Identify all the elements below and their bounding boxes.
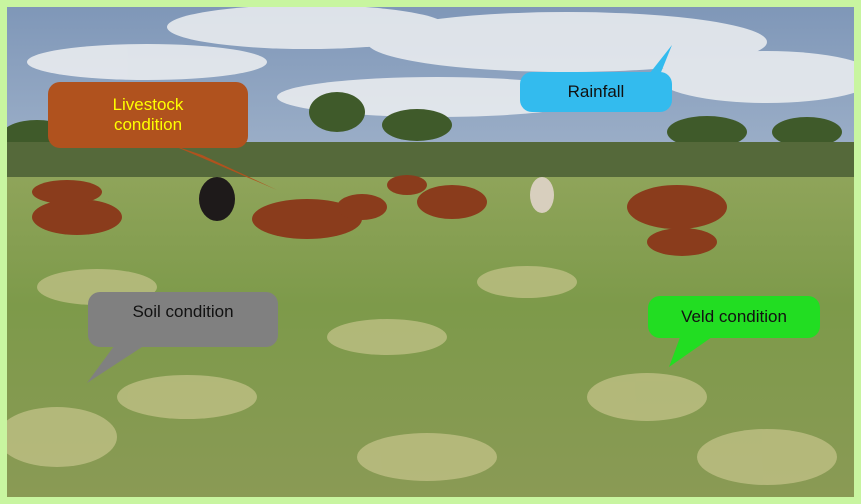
photo (7, 7, 854, 497)
callout-rainfall: Rainfall (520, 72, 672, 112)
screenshot: Livestock condition Rainfall Soil condit… (0, 0, 861, 504)
callout-veld: Veld condition (648, 296, 820, 338)
callout-livestock: Livestock condition (48, 82, 248, 148)
callout-soil: Soil condition (88, 292, 278, 347)
